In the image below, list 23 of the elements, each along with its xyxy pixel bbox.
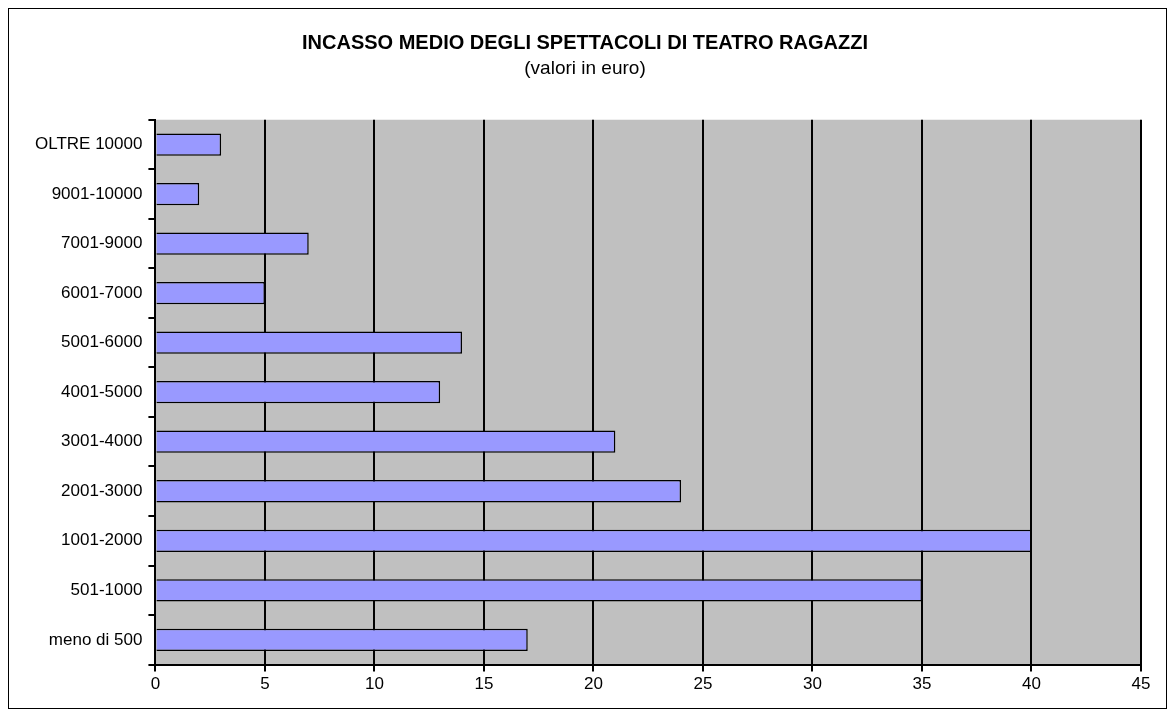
y-tick-label: 3001-4000 xyxy=(61,431,143,451)
y-tick-label: 9001-10000 xyxy=(51,183,143,203)
x-tick-label: 30 xyxy=(803,674,822,694)
y-tick-label: meno di 500 xyxy=(48,629,143,649)
x-tick-label: 20 xyxy=(583,674,603,694)
x-tick-label: 0 xyxy=(150,674,161,694)
chart-subtitle: (valori in euro) xyxy=(524,56,646,78)
y-tick-label: 5001-6000 xyxy=(61,332,143,352)
x-tick-label: 45 xyxy=(1131,674,1151,694)
x-tick-label: 25 xyxy=(693,674,713,694)
y-tick-label: 501-1000 xyxy=(70,580,143,599)
y-tick-label: 1001-2000 xyxy=(61,530,143,550)
x-tick-label: 40 xyxy=(1022,674,1041,694)
x-tick-label: 15 xyxy=(474,674,494,694)
y-tick-label: 2001-3000 xyxy=(61,480,143,500)
y-tick-label: 6001-7000 xyxy=(61,282,143,302)
chart-title: INCASSO MEDIO DEGLI SPETTACOLI DI TEATRO RAGAZZI xyxy=(302,30,868,53)
y-tick-label: 4001-5000 xyxy=(61,381,143,401)
y-tick-label: OLTRE 10000 xyxy=(34,134,143,154)
x-tick-label: 5 xyxy=(260,674,270,694)
x-tick-label: 35 xyxy=(912,674,932,694)
y-tick-label: 7001-9000 xyxy=(61,233,143,253)
x-tick-label: 10 xyxy=(364,674,384,694)
